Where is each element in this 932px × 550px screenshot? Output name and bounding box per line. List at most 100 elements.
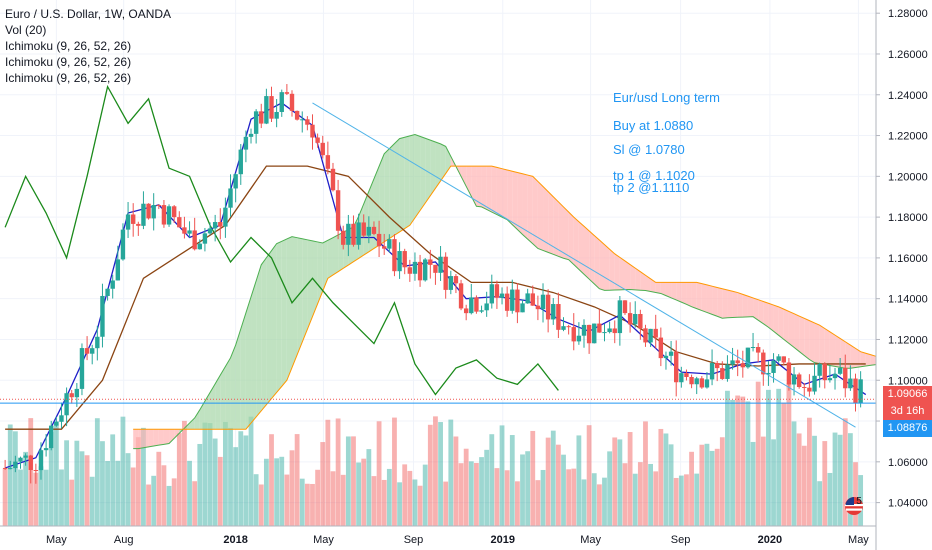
volume-bar: [433, 416, 438, 526]
candle-body: [755, 347, 761, 353]
cloud-segment: [240, 312, 246, 430]
cloud-segment: [732, 291, 738, 318]
cloud-segment: [758, 299, 764, 324]
cloud-segment: [461, 166, 467, 187]
note-tp1[interactable]: tp 1 @ 1.1020: [613, 168, 695, 183]
candle-body: [438, 256, 443, 273]
note-stoploss[interactable]: Sl @ 1.0780: [613, 142, 685, 157]
cloud-segment: [609, 249, 615, 291]
time-tick-label: 2019: [491, 534, 515, 546]
cloud-segment: [430, 140, 436, 196]
time-tick-label: May: [46, 534, 67, 546]
candle-body: [161, 205, 167, 225]
volume-bar: [602, 477, 607, 526]
volume-bar: [648, 463, 653, 526]
indicator-ichimoku-3[interactable]: Ichimoku (9, 26, 52, 26): [5, 71, 132, 85]
candle-body: [540, 294, 546, 310]
candle-body: [781, 356, 786, 363]
indicator-vol[interactable]: Vol (20): [5, 23, 47, 37]
alert-count-marker[interactable]: 5: [852, 494, 866, 506]
cloud-segment: [865, 353, 871, 367]
candle-body: [28, 455, 33, 471]
volume-bar: [217, 456, 223, 526]
candle-body: [279, 92, 284, 112]
volume-bar: [141, 427, 146, 526]
volume-bar: [294, 434, 300, 526]
volume-bar: [253, 474, 259, 526]
volume-bar: [299, 478, 305, 526]
cloud-segment: [614, 253, 620, 291]
candle-body: [489, 284, 494, 304]
volume-bar: [643, 421, 648, 526]
volume-bar: [33, 472, 39, 526]
cloud-segment: [312, 240, 318, 317]
volume-bar: [74, 440, 80, 526]
candle-body: [648, 328, 653, 343]
cloud-segment: [768, 303, 774, 332]
indicator-ichimoku-2[interactable]: Ichimoku (9, 26, 52, 26): [5, 55, 132, 69]
note-tp2[interactable]: tp 2 @1.1110: [613, 180, 690, 195]
cloud-segment: [686, 282, 692, 307]
volume-bar: [202, 422, 208, 526]
candle-body: [638, 314, 643, 329]
candle-body: [658, 337, 664, 359]
note-title[interactable]: Eur/usd Long term: [613, 90, 720, 105]
candle-body: [535, 305, 541, 310]
symbol-title[interactable]: Euro / U.S. Dollar, 1W, OANDA: [5, 7, 172, 21]
cloud-segment: [327, 237, 333, 279]
volume-bar: [443, 481, 449, 526]
volume-bar: [335, 418, 341, 526]
volume-bar: [130, 467, 136, 526]
candle-body: [791, 374, 797, 385]
cloud-segment: [220, 366, 226, 430]
cloud-segment: [773, 305, 779, 336]
candle-body: [627, 313, 633, 325]
candle-body: [412, 261, 418, 274]
cloud-segment: [676, 282, 682, 303]
cloud-segment: [389, 143, 395, 239]
candle-body: [325, 155, 331, 169]
volume-bar: [7, 424, 13, 526]
volume-bar: [422, 464, 428, 526]
grid: [0, 0, 876, 526]
candle-body: [151, 205, 156, 219]
cloud-segment: [512, 171, 518, 230]
time-axis[interactable]: May Aug 2018 May Sep 2019 May Sep 2020 May: [0, 525, 876, 546]
indicator-ichimoku-1[interactable]: Ichimoku (9, 26, 52, 26): [5, 39, 132, 53]
span-a-line: [133, 134, 877, 450]
cloud-segment: [481, 166, 487, 210]
volume-bar: [263, 458, 269, 526]
volume-bar: [781, 402, 787, 526]
volume-bar: [771, 439, 776, 526]
volume-bar: [248, 416, 254, 526]
candle-body: [499, 293, 505, 298]
volume-bar: [571, 468, 577, 526]
price-tick-label: 1.26000: [888, 49, 928, 61]
price-tick-label: 1.10000: [888, 375, 928, 387]
candle-body: [714, 363, 720, 369]
cloud-segment: [210, 383, 216, 430]
volume-bar: [366, 449, 372, 526]
volume-bar: [463, 448, 469, 526]
candle-body: [822, 363, 827, 381]
volume-bar: [125, 453, 131, 526]
volume-bar: [622, 463, 628, 526]
candle-body: [294, 110, 300, 120]
cloud-segment: [660, 282, 666, 296]
cloud-segment: [251, 280, 257, 424]
us-flag-icon[interactable]: [844, 496, 864, 516]
candlesticks: [2, 84, 863, 484]
price-tick-label: 1.06000: [888, 457, 928, 469]
volume-bar: [479, 457, 484, 526]
cloud-segment: [717, 287, 723, 319]
cloud-segment: [297, 237, 303, 355]
note-buy[interactable]: Buy at 1.0880: [613, 118, 694, 133]
cloud-segment: [804, 318, 810, 360]
volume-bars: [2, 381, 864, 526]
cloud-segment: [235, 329, 241, 430]
cloud-segment: [696, 282, 702, 311]
candle-body: [274, 111, 279, 119]
volume-bar: [402, 464, 408, 526]
